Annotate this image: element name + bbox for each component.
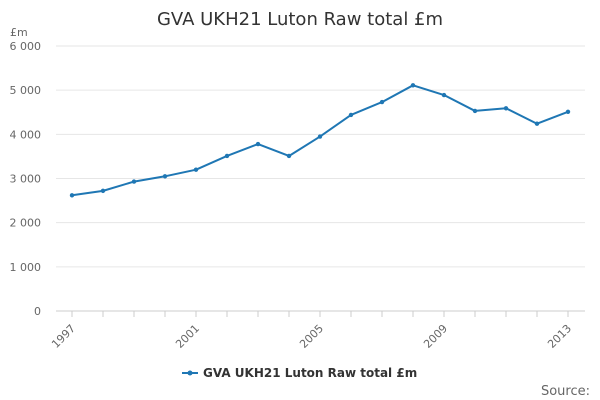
gridlines xyxy=(56,45,585,312)
legend-label[interactable]: GVA UKH21 Luton Raw total £m xyxy=(203,366,417,380)
data-point[interactable] xyxy=(534,121,540,126)
x-tick-label: 2001 xyxy=(173,322,202,351)
data-point[interactable] xyxy=(255,141,261,147)
data-point[interactable] xyxy=(69,193,75,198)
series xyxy=(69,83,571,198)
y-tick-label: 6 000 xyxy=(10,40,42,53)
data-point[interactable] xyxy=(441,92,447,98)
source-label: Source: xyxy=(541,384,590,399)
x-axis: 1997 2001 2005 2009 2013 xyxy=(49,310,585,351)
y-axis-ticks: 0 1 000 2 000 3 000 4 000 5 000 6 000 xyxy=(10,40,42,318)
data-point[interactable] xyxy=(379,99,385,105)
chart-title: GVA UKH21 Luton Raw total £m xyxy=(157,9,443,30)
legend-marker xyxy=(187,370,193,376)
y-tick-label: 3 000 xyxy=(10,173,42,186)
y-tick-label: 5 000 xyxy=(10,84,42,97)
data-point[interactable] xyxy=(565,109,571,115)
data-point[interactable] xyxy=(410,83,416,88)
y-tick-label: 4 000 xyxy=(10,128,42,141)
data-point[interactable] xyxy=(317,134,323,139)
legend[interactable]: GVA UKH21 Luton Raw total £m xyxy=(182,366,417,380)
data-point[interactable] xyxy=(503,106,509,111)
x-tick-label: 1997 xyxy=(49,322,78,351)
x-tick-label: 2009 xyxy=(421,322,450,351)
data-point[interactable] xyxy=(348,112,354,118)
data-point[interactable] xyxy=(286,153,292,159)
data-point[interactable] xyxy=(224,153,230,159)
y-tick-label: 1 000 xyxy=(10,261,42,274)
data-point[interactable] xyxy=(193,167,199,172)
data-point[interactable] xyxy=(472,108,478,114)
x-tick-label: 2005 xyxy=(297,322,326,351)
y-axis-unit: £m xyxy=(10,26,28,39)
x-tick-label: 2013 xyxy=(545,322,574,351)
data-point[interactable] xyxy=(100,188,106,194)
y-tick-label: 0 xyxy=(34,305,41,318)
data-point[interactable] xyxy=(162,174,168,179)
data-point[interactable] xyxy=(131,179,137,184)
y-tick-label: 2 000 xyxy=(10,217,42,230)
